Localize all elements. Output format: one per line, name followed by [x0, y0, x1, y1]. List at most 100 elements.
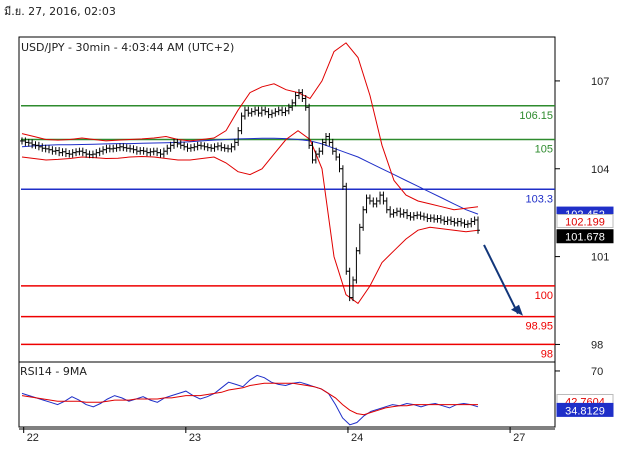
price-bar	[30, 139, 35, 149]
price-bar	[155, 147, 160, 157]
level-label: 98	[541, 348, 553, 360]
x-axis: 22 23 24 27	[19, 427, 555, 444]
price-bar	[158, 149, 163, 158]
price-bar	[354, 247, 359, 284]
rsi-chart-title: RSI14 - 9MA	[20, 365, 87, 378]
series-line-bollinger-lower	[21, 130, 479, 305]
price-bar	[178, 140, 183, 149]
y-tick-label: 104	[591, 164, 609, 176]
price-tag-label: 102.199	[565, 216, 605, 228]
series-line-ma-blue	[21, 137, 479, 215]
price-bar	[246, 106, 251, 117]
price-tag-box	[556, 229, 614, 244]
rsi-value-tag: 34.8129	[556, 402, 614, 417]
price-bar	[425, 213, 430, 223]
price-bar	[23, 137, 28, 146]
price-tag-label: 101.678	[565, 232, 605, 244]
y-tick-label: 101	[591, 252, 609, 264]
price-bar	[469, 217, 474, 228]
price-bar	[168, 141, 173, 152]
price-bar	[101, 146, 106, 155]
forecast-arrow-head	[511, 304, 523, 316]
price-bar	[276, 106, 281, 116]
price-bar	[259, 106, 264, 117]
price-bar	[134, 146, 139, 155]
price-bar	[418, 211, 423, 220]
forecast-arrow-shaft	[483, 244, 519, 315]
rsi-value-tag-box	[556, 402, 614, 417]
price-bar	[182, 141, 187, 151]
price-bar	[398, 207, 403, 218]
price-bar	[293, 92, 298, 107]
level-label: 105	[535, 143, 553, 155]
price-bar	[40, 143, 45, 152]
price-bar	[256, 106, 261, 117]
rsi-line-rsi-9ma	[21, 382, 478, 416]
price-bar	[269, 109, 274, 119]
price-bar	[253, 106, 258, 116]
price-bar	[63, 148, 68, 158]
price-bar	[161, 147, 166, 158]
chart-date-label: มี.ย. 27, 2016, 02:03	[4, 5, 116, 18]
price-bar	[378, 191, 383, 205]
price-bar	[84, 149, 89, 158]
price-bar	[232, 138, 237, 151]
price-bar	[367, 194, 372, 205]
price-bar	[442, 216, 447, 225]
y-tick-label: 107	[591, 76, 609, 88]
price-bar	[273, 108, 278, 117]
price-bar	[236, 127, 241, 146]
price-bar	[185, 143, 190, 152]
price-bar	[280, 106, 285, 117]
price-bar	[462, 219, 467, 228]
price-bar	[165, 144, 170, 155]
price-bar	[104, 144, 109, 154]
price-bar	[459, 217, 464, 227]
price-bar	[70, 149, 75, 158]
main-chart-title: USD/JPY - 30min - 4:03:44 AM (UTC+2)	[21, 41, 235, 54]
x-tick-label: 22	[27, 432, 39, 444]
price-bar	[394, 207, 399, 217]
price-bar	[195, 141, 200, 151]
price-bar	[344, 182, 349, 275]
price-bar	[408, 212, 413, 221]
price-bar	[452, 217, 457, 227]
price-bar	[476, 216, 480, 234]
annotations	[483, 244, 523, 316]
price-bar	[94, 149, 99, 158]
price-bar	[263, 106, 268, 116]
price-tag: 101.678	[556, 229, 614, 244]
price-bar	[384, 197, 389, 214]
price-bar	[97, 147, 102, 157]
price-bar	[364, 194, 369, 214]
y-tick-label: 98	[591, 339, 603, 351]
price-bar	[411, 212, 416, 221]
price-bar	[472, 216, 477, 225]
price-tag: 102.199	[556, 213, 614, 228]
price-bar	[172, 138, 176, 149]
level-label: 106.15	[519, 110, 553, 122]
series-line-bollinger-upper	[21, 42, 479, 211]
x-tick-label: 23	[189, 432, 201, 444]
x-tick-label: 27	[513, 432, 525, 444]
main-panel-frame	[18, 36, 556, 363]
price-bar	[455, 217, 460, 227]
rsi-line-rsi14	[21, 374, 479, 426]
price-bar	[144, 147, 149, 157]
price-bar	[337, 153, 342, 173]
level-label: 103.3	[525, 193, 553, 205]
price-bar	[438, 215, 443, 224]
price-bar	[229, 143, 234, 153]
price-bar	[50, 146, 55, 155]
price-bar	[317, 147, 322, 158]
main-price-panel: 10710410198106.15105103.310098.9598102.4…	[18, 36, 614, 363]
price-bar	[445, 216, 450, 225]
price-bar	[401, 209, 406, 218]
price-bar	[381, 191, 386, 205]
x-tick-label: 24	[351, 432, 363, 444]
price-bar	[330, 138, 335, 155]
price-bar	[80, 147, 85, 157]
price-bar	[405, 209, 410, 220]
